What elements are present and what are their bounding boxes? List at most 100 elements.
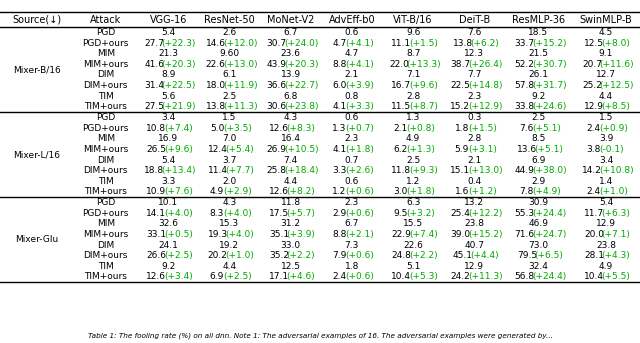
Text: 14.2: 14.2 — [582, 166, 602, 175]
Text: 43.9: 43.9 — [267, 60, 287, 69]
Text: 3.4: 3.4 — [599, 155, 613, 165]
Text: (+2.9): (+2.9) — [223, 187, 252, 197]
Text: 2.3: 2.3 — [345, 198, 359, 207]
Text: (+20.3): (+20.3) — [284, 60, 319, 69]
Text: DIM: DIM — [97, 240, 115, 250]
Text: 55.3: 55.3 — [515, 209, 534, 218]
Text: (+3.9): (+3.9) — [286, 230, 315, 239]
Text: (+5.1): (+5.1) — [532, 123, 561, 133]
Text: 30.7: 30.7 — [267, 38, 287, 48]
Text: 71.6: 71.6 — [515, 230, 534, 239]
Text: 26.6: 26.6 — [147, 251, 166, 260]
Text: TIM+ours: TIM+ours — [84, 102, 127, 111]
Text: (+3.3): (+3.3) — [346, 102, 374, 111]
Text: Table 1: The fooling rate (%) on all dnn. Note 1: The adversarial examples of 16: Table 1: The fooling rate (%) on all dnn… — [88, 332, 552, 339]
Text: 9.6: 9.6 — [406, 28, 420, 37]
Text: 26.5: 26.5 — [147, 145, 166, 154]
Text: 38.7: 38.7 — [451, 60, 470, 69]
Text: 24.8: 24.8 — [391, 251, 412, 260]
Text: 3.8: 3.8 — [586, 145, 601, 154]
Text: (+0.6): (+0.6) — [346, 251, 374, 260]
Text: 8.5: 8.5 — [531, 134, 546, 143]
Text: 2.1: 2.1 — [345, 70, 359, 80]
Text: 10.4: 10.4 — [584, 272, 604, 282]
Text: (+24.4): (+24.4) — [532, 272, 566, 282]
Text: 1.5: 1.5 — [599, 113, 613, 122]
Text: (+2.6): (+2.6) — [346, 166, 374, 175]
Text: 2.3: 2.3 — [345, 134, 359, 143]
Text: 1.3: 1.3 — [332, 123, 347, 133]
Text: (+4.9): (+4.9) — [532, 187, 561, 197]
Text: 12.6: 12.6 — [147, 272, 166, 282]
Text: 15.2: 15.2 — [451, 102, 470, 111]
Text: 31.2: 31.2 — [281, 219, 301, 228]
Text: 27.5: 27.5 — [144, 102, 164, 111]
Text: 12.4: 12.4 — [207, 145, 228, 154]
Text: (+0.7): (+0.7) — [346, 123, 374, 133]
Text: DIM: DIM — [97, 70, 115, 80]
Text: PGD+ours: PGD+ours — [83, 209, 129, 218]
Text: 10.9: 10.9 — [147, 187, 166, 197]
Text: 4.7: 4.7 — [332, 38, 346, 48]
Text: (+8.2): (+8.2) — [286, 187, 315, 197]
Text: (+6.2): (+6.2) — [470, 38, 499, 48]
Text: MIM: MIM — [97, 134, 115, 143]
Text: 19.2: 19.2 — [220, 240, 239, 250]
Text: 6.8: 6.8 — [284, 92, 298, 101]
Text: 9.60: 9.60 — [220, 49, 239, 58]
Text: 0.8: 0.8 — [345, 92, 359, 101]
Text: 4.4: 4.4 — [222, 262, 236, 271]
Text: ResNet-50: ResNet-50 — [204, 14, 255, 25]
Text: 25.4: 25.4 — [451, 209, 470, 218]
Text: 9.1: 9.1 — [599, 49, 613, 58]
Text: 2.9: 2.9 — [332, 209, 346, 218]
Text: ResMLP-36: ResMLP-36 — [512, 14, 565, 25]
Text: 8.8: 8.8 — [332, 60, 347, 69]
Text: (+13.4): (+13.4) — [162, 166, 196, 175]
Text: (+4.4): (+4.4) — [470, 251, 499, 260]
Text: (+0.6): (+0.6) — [346, 209, 374, 218]
Text: (+1.8): (+1.8) — [346, 145, 374, 154]
Text: 25.2: 25.2 — [582, 81, 602, 90]
Text: 6.7: 6.7 — [284, 28, 298, 37]
Text: 5.1: 5.1 — [406, 262, 420, 271]
Text: 30.6: 30.6 — [267, 102, 287, 111]
Text: (+6.5): (+6.5) — [534, 251, 563, 260]
Text: (+1.0): (+1.0) — [225, 251, 254, 260]
Text: 17.1: 17.1 — [269, 272, 289, 282]
Text: 44.9: 44.9 — [515, 166, 534, 175]
Text: 9.2: 9.2 — [161, 262, 175, 271]
Text: MoNet-V2: MoNet-V2 — [267, 14, 314, 25]
Text: (+1.3): (+1.3) — [406, 145, 435, 154]
Text: 5.4: 5.4 — [599, 198, 613, 207]
Text: 2.5: 2.5 — [531, 113, 546, 122]
Text: 2.4: 2.4 — [586, 123, 600, 133]
Text: 7.8: 7.8 — [519, 187, 533, 197]
Text: (+4.0): (+4.0) — [225, 230, 254, 239]
Text: 39.0: 39.0 — [451, 230, 470, 239]
Text: (+22.5): (+22.5) — [162, 81, 196, 90]
Text: 4.4: 4.4 — [599, 92, 613, 101]
Text: 12.6: 12.6 — [269, 123, 289, 133]
Text: (+7.1): (+7.1) — [602, 230, 630, 239]
Text: (+4.3): (+4.3) — [602, 251, 630, 260]
Text: (+8.7): (+8.7) — [409, 102, 438, 111]
Text: 9.5: 9.5 — [394, 209, 408, 218]
Text: 23.8: 23.8 — [596, 240, 616, 250]
Text: 13.8: 13.8 — [452, 38, 473, 48]
Text: (+18.4): (+18.4) — [284, 166, 319, 175]
Text: 4.1: 4.1 — [332, 102, 346, 111]
Text: 35.1: 35.1 — [269, 230, 289, 239]
Text: PGD+ours: PGD+ours — [83, 38, 129, 48]
Text: (+0.6): (+0.6) — [346, 187, 374, 197]
Text: 10.8: 10.8 — [147, 123, 166, 133]
Text: MIM+ours: MIM+ours — [83, 60, 128, 69]
Text: MIM: MIM — [97, 219, 115, 228]
Text: (+20.3): (+20.3) — [162, 60, 196, 69]
Text: 22.6: 22.6 — [403, 240, 423, 250]
Text: (+1.2): (+1.2) — [468, 187, 497, 197]
Text: 2.6: 2.6 — [222, 28, 237, 37]
Text: (+2.5): (+2.5) — [164, 251, 193, 260]
Text: 4.9: 4.9 — [599, 262, 613, 271]
Text: (+7.6): (+7.6) — [164, 187, 193, 197]
